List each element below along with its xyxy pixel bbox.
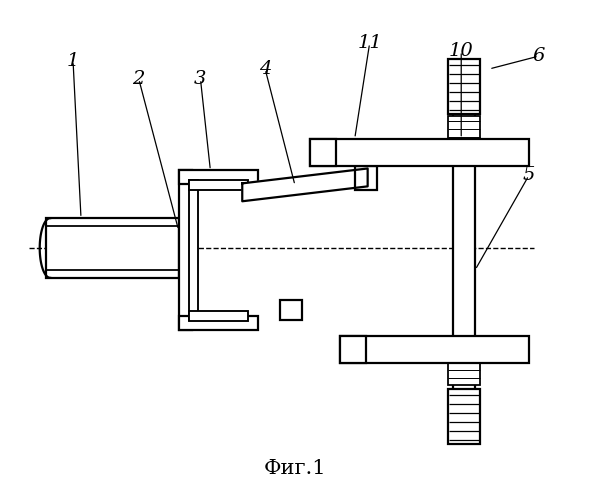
Bar [310,138,529,166]
Bar [189,180,248,190]
Polygon shape [242,168,368,202]
Bar [340,336,366,363]
Bar [449,358,480,385]
Text: Фиг.1: Фиг.1 [264,460,326,478]
Bar [280,300,302,320]
Text: 6: 6 [532,47,545,65]
Bar [449,116,480,146]
Bar [178,316,258,330]
Bar [178,170,258,184]
Bar [449,389,480,444]
Text: 2: 2 [132,70,145,88]
Text: 11: 11 [358,34,382,52]
Text: 1: 1 [67,52,79,70]
Bar [310,138,336,166]
Bar [453,86,475,434]
Bar [355,166,376,190]
Text: 4: 4 [259,60,271,78]
Bar [340,336,529,363]
Text: 3: 3 [194,70,207,88]
Bar [178,170,193,330]
Text: 5: 5 [522,166,535,184]
Bar [189,310,248,320]
Bar [449,59,480,114]
Bar [189,180,199,320]
Bar [46,218,178,278]
Text: 10: 10 [449,42,473,60]
